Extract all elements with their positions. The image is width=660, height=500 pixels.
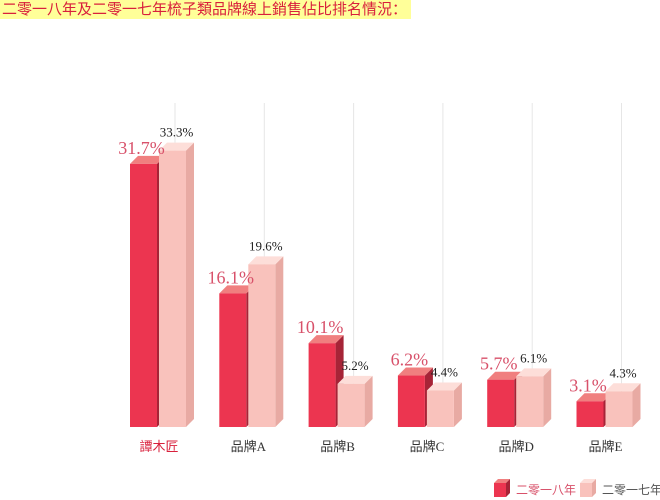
bar-2018 [219, 293, 247, 427]
data-label-2018: 31.7% [118, 138, 165, 158]
bar-2017-side [543, 368, 552, 427]
category-label: 品牌C [410, 439, 445, 454]
legend-label-2017: 二零一七年 [602, 483, 660, 497]
bar-2017-top [516, 368, 552, 377]
bar-2017 [337, 383, 365, 427]
bar-2018 [397, 375, 425, 427]
bar-2018-top [219, 285, 255, 294]
bar-2017-side [453, 382, 462, 427]
bar-2018-top [487, 371, 523, 380]
data-label-2017: 6.1% [520, 350, 547, 365]
bar-2018-top [397, 367, 433, 376]
legend-label-2018: 二零一八年 [516, 483, 576, 497]
bar-2017 [248, 264, 276, 427]
data-label-2017: 4.4% [431, 364, 458, 379]
bar-2017-side [186, 142, 194, 428]
bar-2017-top [337, 375, 373, 384]
bar-2018 [130, 163, 157, 427]
bar-2018-top [130, 155, 165, 164]
data-label-2017: 5.2% [342, 358, 369, 373]
category-label: 譚木匠 [139, 439, 178, 454]
bar-2017 [426, 390, 454, 427]
category-label: 品牌E [589, 439, 623, 454]
bar-2017-top [159, 142, 194, 151]
data-label-2018: 10.1% [297, 317, 344, 337]
legend-swatch-2017-side [592, 479, 596, 497]
bar-2017-top [426, 382, 462, 391]
data-label-2017: 4.3% [609, 365, 636, 380]
data-label-2017: 19.6% [249, 238, 283, 253]
category-label: 品牌A [231, 439, 267, 454]
bar-2017-side [632, 383, 641, 427]
chart-title: 二零一八年及二零一七年梳子類品牌線上銷售佔比排名情況： [0, 0, 412, 19]
bar-2018-top [576, 393, 612, 402]
data-label-2018: 16.1% [208, 267, 255, 287]
bar-2017 [159, 150, 186, 428]
bar-2017-top [605, 383, 641, 392]
category-label: 品牌B [320, 439, 355, 454]
bar-2018-top [308, 335, 344, 344]
legend-swatch-2018-top [494, 479, 510, 483]
category-label: 品牌D [499, 439, 534, 454]
bar-2017-side [275, 256, 284, 427]
bar-2017-side [364, 375, 373, 427]
data-label-2018: 6.2% [391, 350, 429, 370]
bar-2018 [576, 401, 604, 427]
bar-2017-top [248, 256, 284, 265]
data-label-2018: 3.1% [569, 375, 607, 395]
legend-swatch-2018-side [506, 479, 510, 497]
bar-2018 [487, 379, 515, 427]
bar-2018 [308, 343, 336, 427]
legend-swatch-2017 [580, 483, 592, 497]
bar-2017 [605, 391, 633, 427]
legend-swatch-2018 [494, 483, 506, 497]
data-label-2017: 33.3% [160, 125, 194, 140]
data-label-2018: 5.7% [480, 354, 518, 374]
bar-2017 [516, 376, 544, 427]
legend-swatch-2017-top [580, 479, 596, 483]
